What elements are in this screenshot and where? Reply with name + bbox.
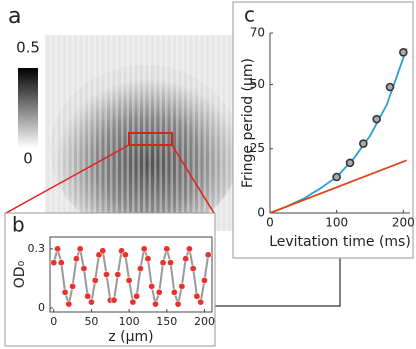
data-point	[399, 47, 408, 57]
data-point	[50, 259, 58, 267]
data-point	[332, 172, 341, 182]
x-tick-label: 100	[325, 216, 348, 230]
y-axis-label: OD₀	[12, 260, 28, 288]
data-point	[61, 288, 69, 296]
connector	[215, 258, 341, 307]
data-point	[121, 251, 129, 259]
data-point	[385, 82, 395, 92]
plot-frame	[49, 236, 213, 313]
data-point	[80, 265, 88, 273]
data-point	[359, 139, 368, 148]
data-point	[151, 300, 159, 308]
data-point	[345, 158, 355, 168]
data-point	[133, 292, 141, 300]
panel-label: c	[244, 3, 255, 27]
x-tick-label: 200	[194, 315, 215, 328]
y-tick-label: 0.3	[28, 242, 46, 255]
data-point	[174, 300, 182, 308]
y-tick-label: 0	[38, 301, 45, 314]
data-point	[200, 276, 208, 284]
data-point	[140, 245, 148, 253]
data-point	[125, 276, 133, 284]
data-point	[167, 259, 175, 267]
x-axis-label: Levitation time (ms)	[269, 234, 411, 250]
data-point	[76, 245, 84, 253]
data-point	[114, 270, 122, 278]
data-point	[155, 288, 163, 296]
data-point	[185, 245, 193, 253]
data-point	[372, 114, 381, 124]
data-point	[159, 259, 167, 267]
data-point	[84, 292, 92, 300]
data-point	[57, 259, 65, 267]
data-point	[99, 247, 107, 255]
data-point	[193, 292, 201, 300]
panel-label: a	[8, 4, 21, 29]
data-point	[144, 255, 152, 263]
y-tick-label: 50	[250, 77, 265, 91]
data-point	[91, 276, 99, 284]
data-point	[129, 298, 137, 306]
zoom-line	[5, 144, 130, 214]
data-point	[189, 265, 197, 273]
x-tick-label: 150	[156, 315, 177, 328]
data-point	[163, 245, 171, 253]
data-point	[148, 282, 156, 290]
data-point	[72, 255, 80, 263]
data-point	[182, 255, 190, 263]
x-tick-label: 50	[84, 315, 98, 328]
x-tick-label: 100	[119, 315, 140, 328]
data-point	[178, 282, 186, 290]
x-tick-label: 0	[266, 216, 274, 230]
y-tick-label: 25	[250, 141, 265, 155]
data-point	[65, 300, 73, 308]
data-point	[197, 298, 205, 306]
panel-c	[232, 1, 414, 259]
data-point	[136, 265, 144, 273]
data-point	[54, 245, 62, 253]
curve	[269, 159, 407, 214]
y-tick-label: 0	[257, 206, 265, 220]
data-point	[87, 298, 95, 306]
panel-b	[4, 212, 216, 347]
data-point	[110, 296, 118, 304]
x-tick-label: 200	[392, 216, 415, 230]
data-point	[103, 270, 111, 278]
data-point	[204, 251, 212, 259]
zoom-box	[128, 132, 173, 146]
x-tick-label: 0	[50, 315, 57, 328]
data-point	[170, 288, 178, 296]
colorbar-max: 0.5	[16, 39, 40, 57]
colorbar-min: 0	[23, 150, 33, 168]
data-point	[69, 282, 77, 290]
zoom-line	[171, 144, 215, 214]
panel-label: b	[12, 213, 25, 237]
y-tick-label: 70	[250, 26, 265, 40]
x-axis-label: z (μm)	[108, 329, 153, 345]
y-axis-label: Fringe period (μm)	[240, 58, 256, 188]
colorbar	[18, 68, 38, 148]
